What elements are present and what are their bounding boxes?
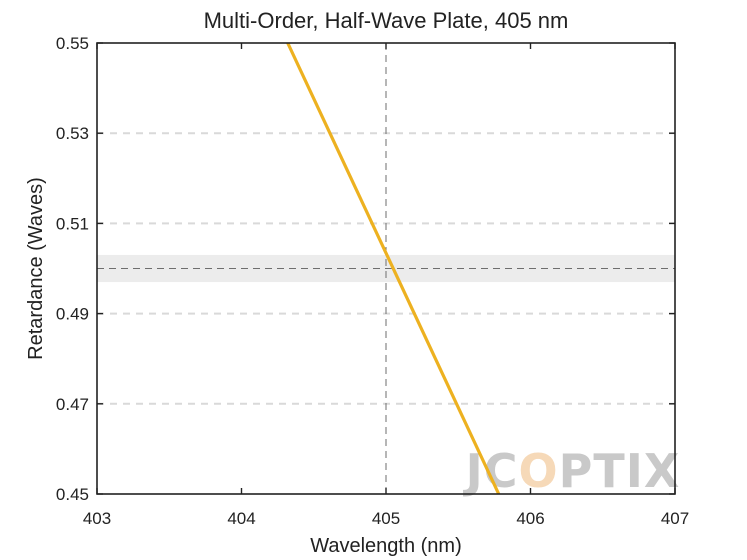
y-tick-label: 0.53 bbox=[56, 124, 89, 143]
x-tick-label: 405 bbox=[372, 509, 400, 528]
watermark: JCOPTIX bbox=[463, 444, 681, 498]
y-tick-label: 0.51 bbox=[56, 214, 89, 233]
y-tick-labels: 0.45 0.47 0.49 0.51 0.53 0.55 bbox=[56, 34, 89, 504]
series-line-0 bbox=[286, 42, 501, 495]
series-layer bbox=[286, 42, 501, 495]
x-tick-label: 403 bbox=[83, 509, 111, 528]
x-tick-label: 407 bbox=[661, 509, 689, 528]
chart-title: Multi-Order, Half-Wave Plate, 405 nm bbox=[204, 8, 569, 33]
y-tick-label: 0.45 bbox=[56, 485, 89, 504]
x-tick-label: 406 bbox=[516, 509, 544, 528]
watermark-part: O bbox=[519, 444, 559, 498]
axis-ticks bbox=[96, 42, 676, 495]
y-tick-label: 0.49 bbox=[56, 305, 89, 324]
reference-lines bbox=[97, 43, 675, 494]
x-tick-labels: 403 404 405 406 407 bbox=[83, 509, 689, 528]
watermark-text: JCOPTIX bbox=[463, 444, 681, 498]
x-tick-label: 404 bbox=[227, 509, 255, 528]
watermark-part: PTIX bbox=[559, 444, 681, 498]
y-axis-label: Retardance (Waves) bbox=[25, 177, 47, 360]
y-tick-label: 0.55 bbox=[56, 34, 89, 53]
watermark-part: JC bbox=[463, 444, 519, 498]
y-tick-label: 0.47 bbox=[56, 395, 89, 414]
x-axis-label: Wavelength (nm) bbox=[310, 535, 462, 557]
